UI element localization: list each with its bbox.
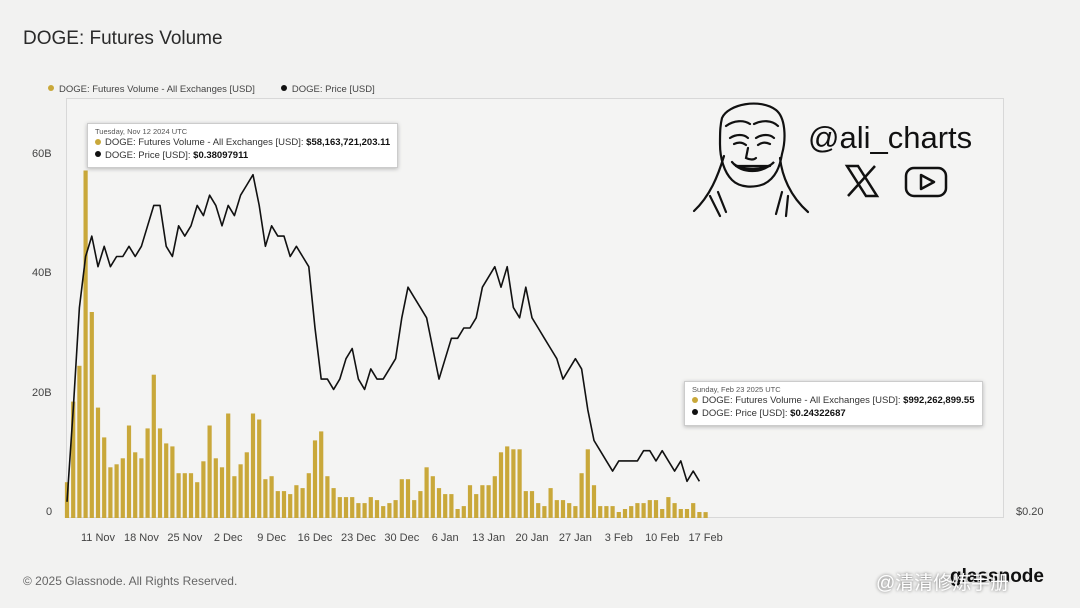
copyright-footer: © 2025 Glassnode. All Rights Reserved. <box>23 574 238 588</box>
x-tick-label: 18 Nov <box>123 532 159 544</box>
twitter-handle: @ali_charts <box>808 120 973 155</box>
legend-swatch-volume <box>48 85 54 92</box>
x-tick-label: 17 Feb <box>688 532 723 544</box>
legend-label-price: DOGE: Price [USD] <box>291 84 375 95</box>
x-tick-label: 11 Nov <box>80 532 116 544</box>
tooltip-feb23: Sunday, Feb 23 2025 UTC DOGE: Futures Vo… <box>684 381 983 426</box>
legend-item-volume[interactable]: DOGE: Futures Volume - All Exchanges [US… <box>48 84 255 95</box>
price-axis-tick: $0.20 <box>1016 506 1044 518</box>
glassnode-logo: glassnode <box>950 566 1044 587</box>
x-tick-label: 25 Nov <box>167 532 203 544</box>
x-tick-label: 20 Jan <box>515 532 549 544</box>
meme-face-icon <box>692 102 810 218</box>
x-tick-label: 23 Dec <box>340 532 376 544</box>
chart-title: DOGE: Futures Volume <box>23 28 223 49</box>
tooltip-nov12-price-value: $0.38097911 <box>193 149 249 161</box>
legend-label-volume: DOGE: Futures Volume - All Exchanges [US… <box>59 84 255 95</box>
tooltip-nov12-volume-value: $58,163,721,203.11 <box>306 137 391 149</box>
x-logo-icon <box>844 164 880 198</box>
y-tick-60b: 60B <box>32 148 52 160</box>
x-tick-label: 3 Feb <box>604 532 633 544</box>
x-tick-label: 16 Dec <box>297 532 333 544</box>
tooltip-price-dot <box>95 151 101 158</box>
tooltip-volume-dot <box>95 138 101 145</box>
tooltip-feb23-volume-row: DOGE: Futures Volume - All Exchanges [US… <box>692 395 975 408</box>
tooltip-nov12-price-label: DOGE: Price [USD]: <box>105 149 191 161</box>
x-tick-label: 10 Feb <box>645 532 680 544</box>
tooltip-feb23-volume-value: $992,262,899.55 <box>903 395 975 407</box>
x-tick-label: 13 Jan <box>472 532 506 544</box>
tooltip-nov12-volume-label: DOGE: Futures Volume - All Exchanges [US… <box>105 137 304 149</box>
x-tick-label: 9 Dec <box>257 532 286 544</box>
x-tick-label: 27 Jan <box>558 532 592 544</box>
watermark-text: @清清修炼手册 <box>876 573 1010 594</box>
legend-swatch-price <box>280 85 287 92</box>
legend-item-price[interactable]: DOGE: Price [USD] <box>280 84 375 95</box>
tooltip-nov12-date: Tuesday, Nov 12 2024 UTC <box>95 127 188 136</box>
tooltip-nov12-price-row: DOGE: Price [USD]: $0.38097911 <box>95 150 390 163</box>
tooltip-feb23-price-label: DOGE: Price [USD]: <box>702 407 788 419</box>
tooltip-feb23-date: Sunday, Feb 23 2025 UTC <box>692 385 781 394</box>
x-tick-label: 6 Jan <box>431 532 459 544</box>
tooltip-volume-dot <box>692 396 698 403</box>
y-tick-0: 0 <box>46 506 53 518</box>
tooltip-price-dot <box>692 409 698 416</box>
x-tick-label: 2 Dec <box>213 532 243 544</box>
brand-overlay: @ali_charts <box>690 96 1010 226</box>
tooltip-nov12: Tuesday, Nov 12 2024 UTC DOGE: Futures V… <box>87 123 399 168</box>
x-tick-label: 30 Dec <box>384 532 420 544</box>
youtube-icon <box>904 166 948 198</box>
tooltip-feb23-price-value: $0.24322687 <box>790 407 846 419</box>
tooltip-feb23-price-row: DOGE: Price [USD]: $0.24322687 <box>692 408 975 421</box>
chart-legend: DOGE: Futures Volume - All Exchanges [US… <box>48 84 375 95</box>
tooltip-feb23-volume-label: DOGE: Futures Volume - All Exchanges [US… <box>702 395 901 407</box>
y-tick-20b: 20B <box>32 387 52 399</box>
y-tick-40b: 40B <box>32 267 52 279</box>
tooltip-nov12-volume-row: DOGE: Futures Volume - All Exchanges [US… <box>95 137 390 150</box>
